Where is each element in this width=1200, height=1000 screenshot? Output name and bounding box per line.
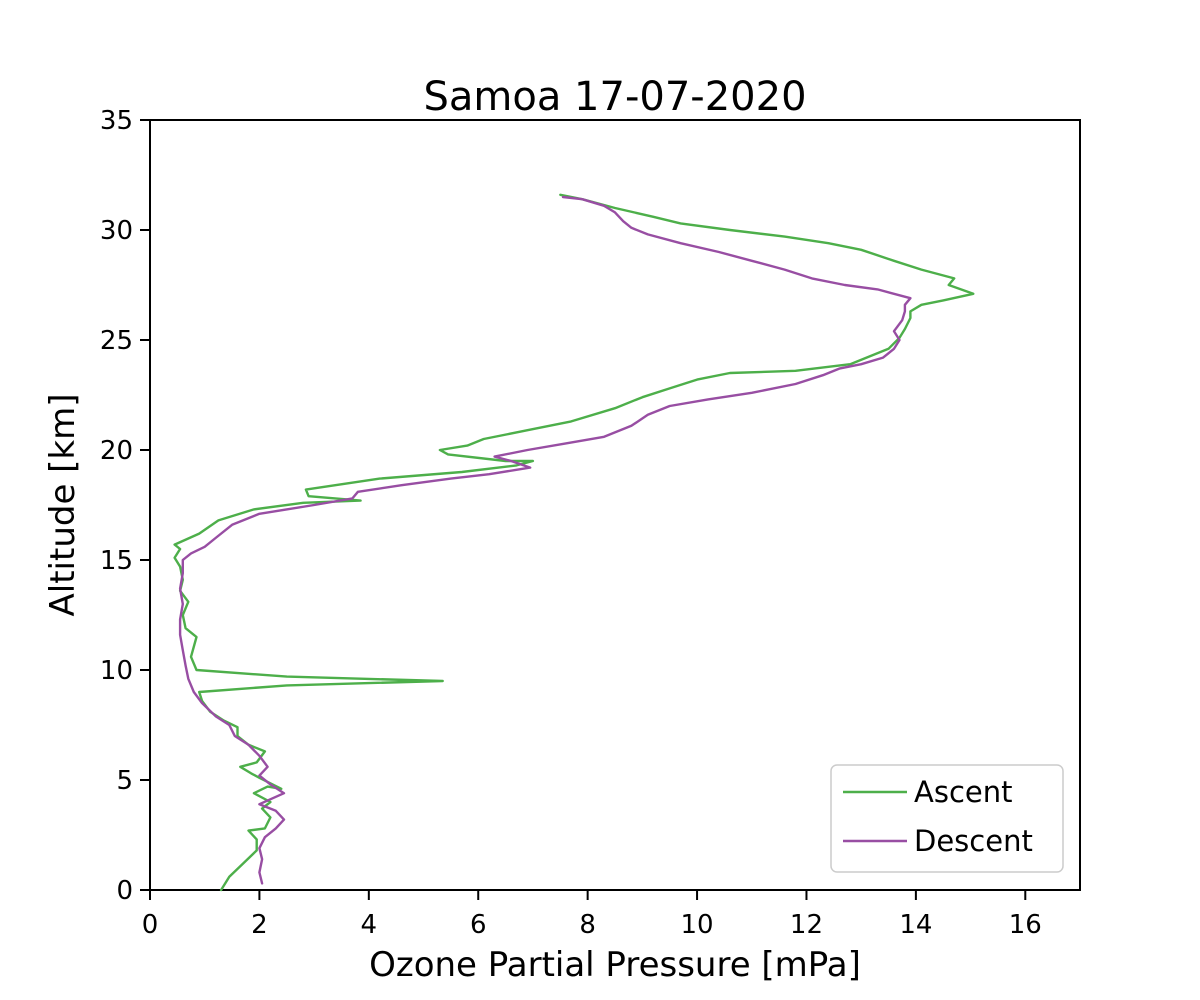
x-tick-label: 14 xyxy=(899,910,932,940)
x-tick-label: 2 xyxy=(251,910,268,940)
x-tick-label: 10 xyxy=(681,910,714,940)
legend-label-ascent: Ascent xyxy=(914,775,1012,809)
x-tick-label: 0 xyxy=(142,910,159,940)
legend-label-descent: Descent xyxy=(914,824,1033,858)
y-tick-label: 30 xyxy=(100,216,133,246)
y-axis-title: Altitude [km] xyxy=(43,393,83,616)
x-tick-label: 16 xyxy=(1009,910,1042,940)
x-tick-label: 8 xyxy=(579,910,596,940)
series-line-ascent xyxy=(173,193,975,892)
y-tick-label: 10 xyxy=(100,656,133,686)
plot-frame xyxy=(149,119,1081,891)
y-tick-label: 5 xyxy=(116,766,133,796)
y-axis: 0 5 10 15 20 25 30 35 xyxy=(100,106,150,906)
x-tick-label: 4 xyxy=(361,910,378,940)
x-axis-title: Ozone Partial Pressure [mPa] xyxy=(369,945,861,985)
series-layer xyxy=(173,193,975,892)
series-line-descent xyxy=(178,195,912,885)
y-tick-label: 15 xyxy=(100,546,133,576)
legend: Ascent Descent xyxy=(830,764,1064,873)
x-tick-label: 6 xyxy=(470,910,487,940)
x-tick-label: 12 xyxy=(790,910,823,940)
chart-title: Samoa 17-07-2020 xyxy=(423,74,806,120)
y-tick-label: 20 xyxy=(100,436,133,466)
x-axis: 0 2 4 6 8 10 12 14 16 xyxy=(142,890,1042,940)
y-tick-label: 25 xyxy=(100,326,133,356)
y-tick-label: 35 xyxy=(100,106,133,136)
y-tick-label: 0 xyxy=(116,876,133,906)
